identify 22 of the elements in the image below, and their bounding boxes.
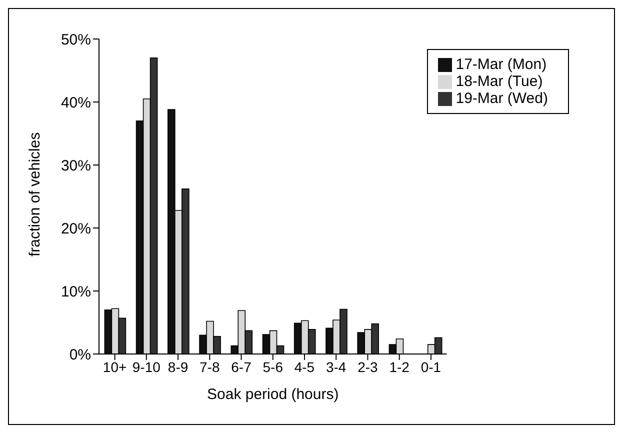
- legend-label: 18-Mar (Tue): [456, 73, 543, 90]
- x-tick-label: 6-7: [231, 358, 252, 375]
- x-tick-label: 8-9: [168, 358, 188, 375]
- x-tick-label: 2-3: [358, 358, 378, 375]
- x-axis-title: Soak period (hours): [207, 386, 339, 403]
- y-tick-label: 0%: [69, 346, 91, 364]
- legend-label: 17-Mar (Mon): [456, 56, 547, 73]
- y-tick-label: 40%: [60, 94, 91, 112]
- y-axis-title: fraction of vehicles: [26, 132, 44, 256]
- x-tick-label: 10+: [102, 358, 127, 375]
- x-tick-label: 1-2: [389, 358, 410, 375]
- x-tick-label: 7-8: [200, 358, 220, 375]
- x-tick-label: 4-5: [294, 358, 315, 375]
- x-tick-label: 3-4: [326, 358, 346, 375]
- legend-label: 19-Mar (Wed): [456, 90, 548, 107]
- y-tick-label: 20%: [60, 220, 91, 238]
- y-tick-label: 30%: [60, 157, 91, 174]
- x-tick-label: 5-6: [262, 358, 284, 375]
- x-tick-label: 9-10: [132, 358, 161, 375]
- y-tick-label: 10%: [60, 283, 91, 300]
- y-tick-label: 50%: [60, 31, 91, 48]
- x-tick-label: 0-1: [420, 358, 442, 375]
